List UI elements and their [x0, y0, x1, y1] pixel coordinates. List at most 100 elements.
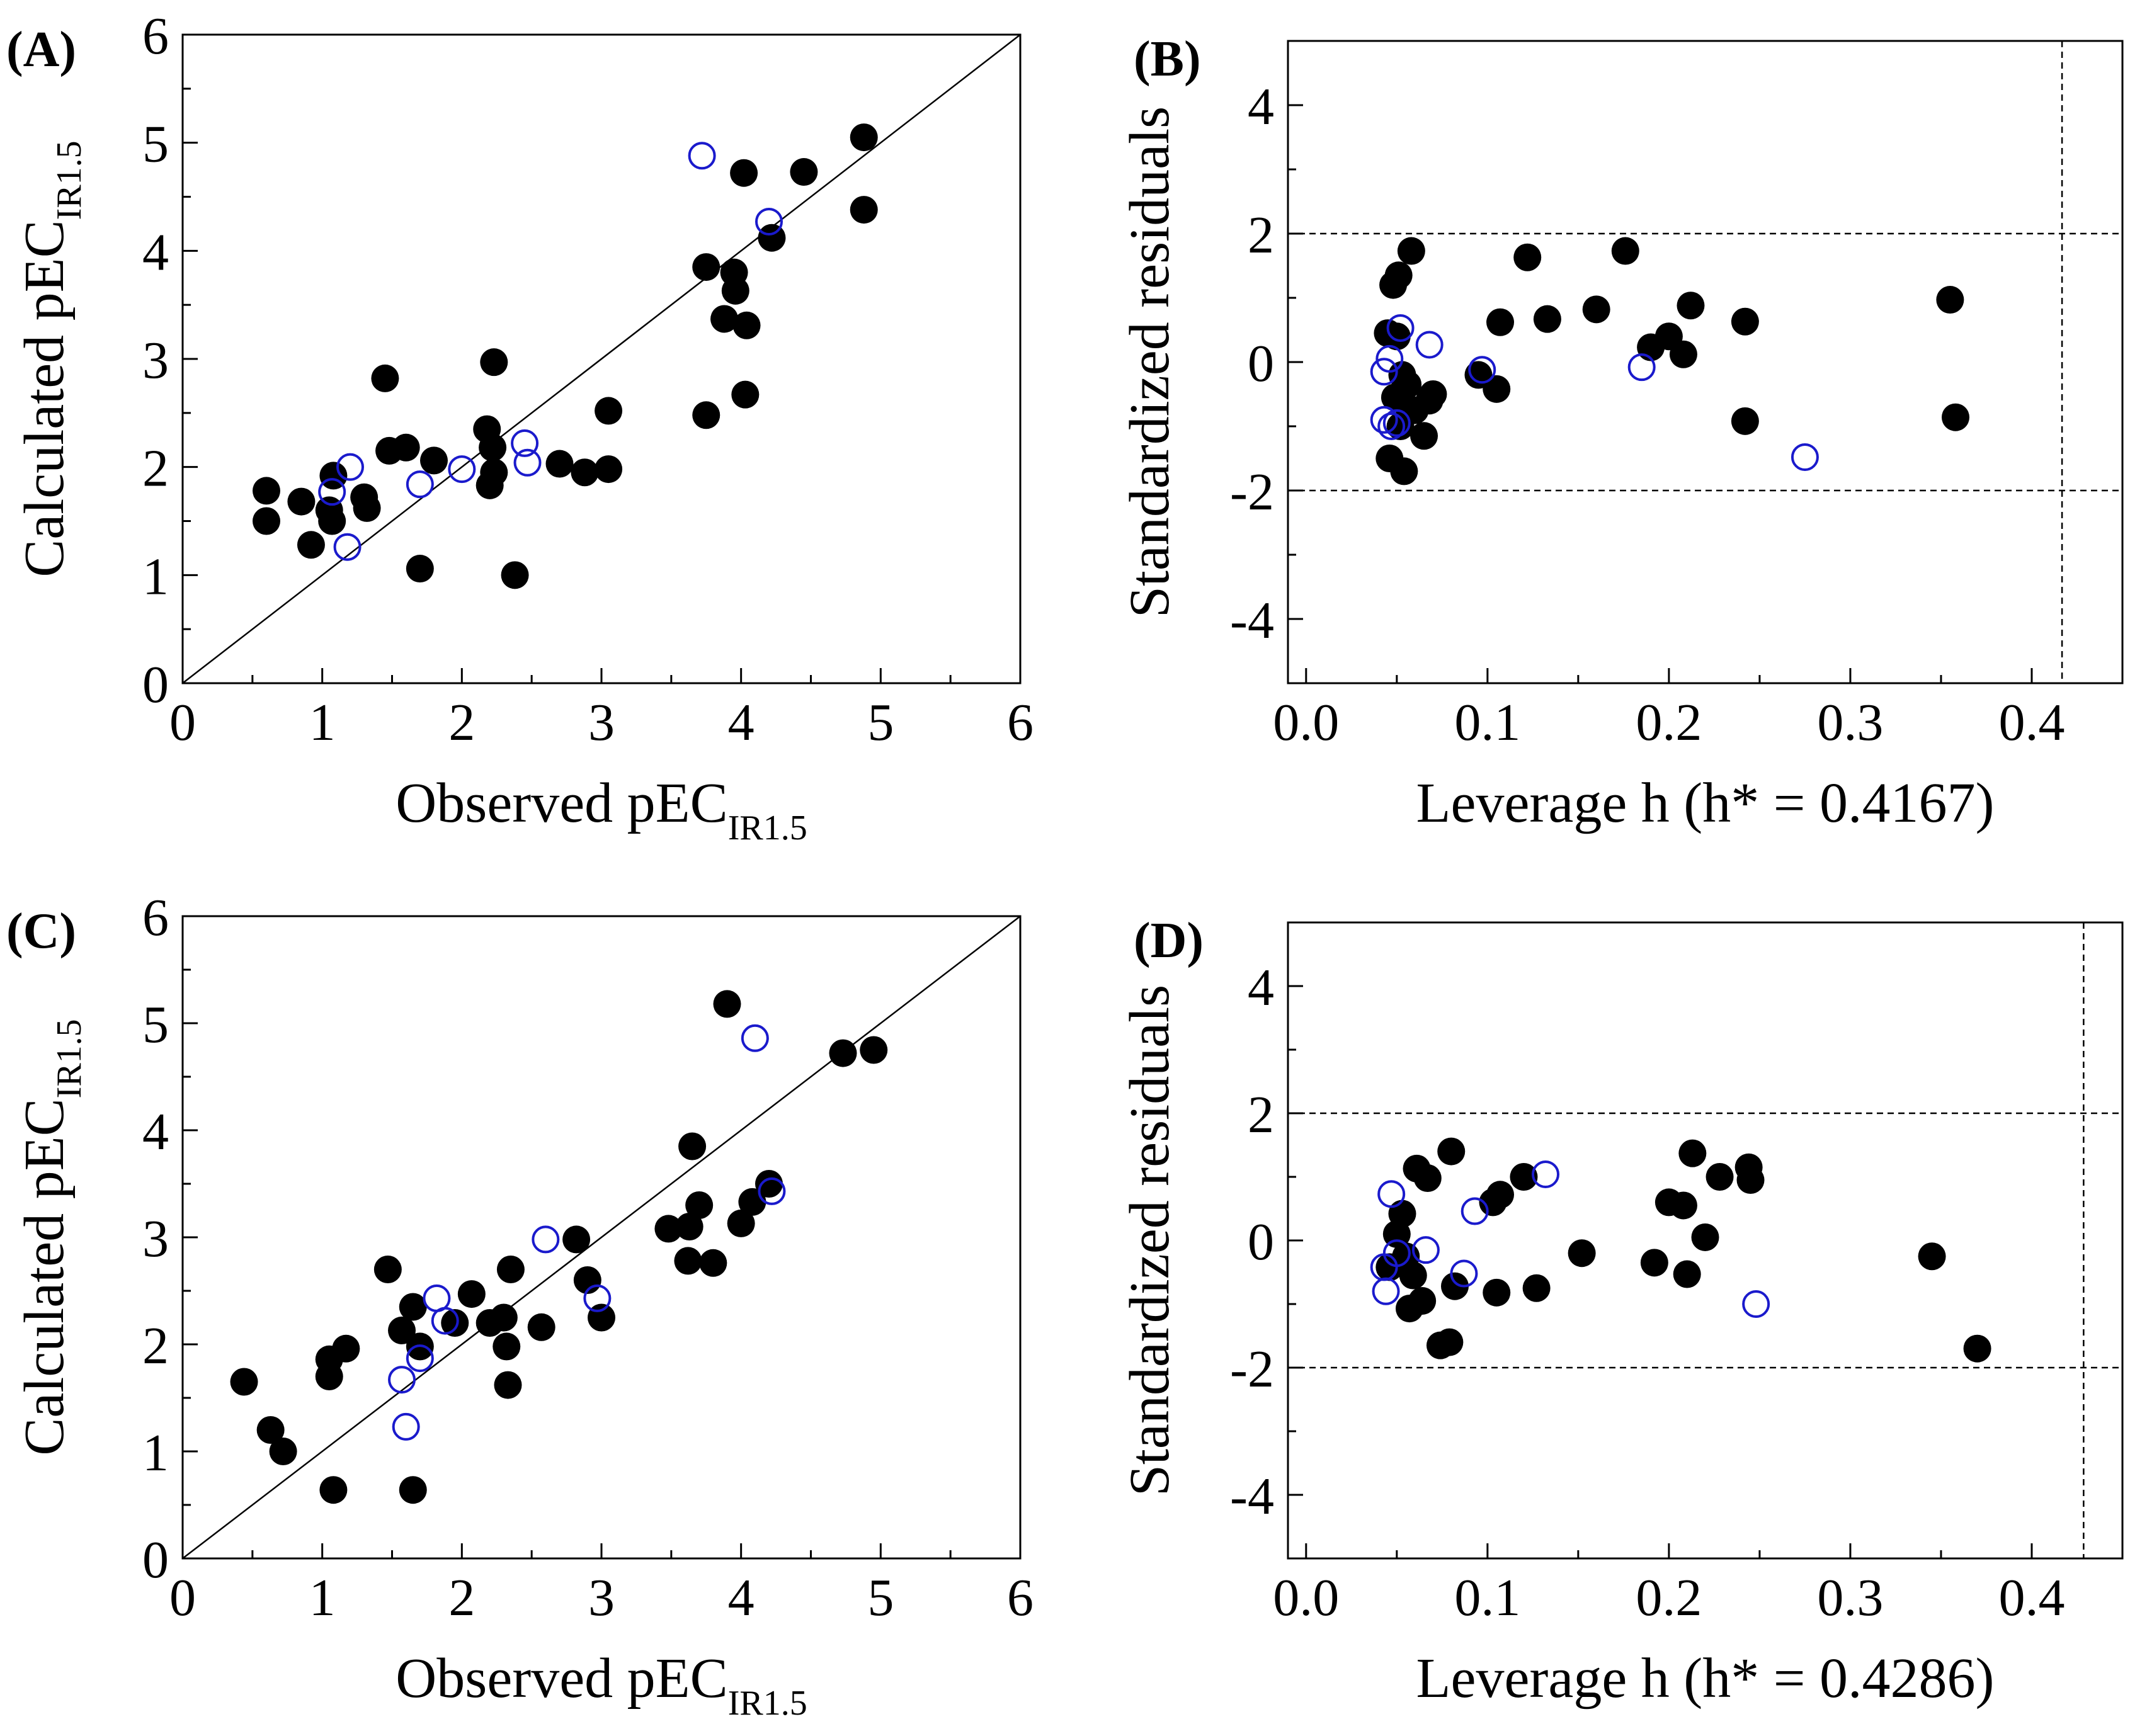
training-point [399, 1476, 427, 1504]
training-point [480, 458, 508, 487]
training-point [685, 1191, 714, 1219]
y-tick-label: 2 [1248, 206, 1274, 264]
training-point [489, 1303, 518, 1332]
training-point [1384, 261, 1413, 290]
training-point [494, 1371, 522, 1399]
y-axis-title-subscript: IR1.5 [50, 1019, 89, 1098]
x-tick-label: 0.0 [1273, 1569, 1339, 1627]
training-point [1410, 422, 1438, 450]
training-point [850, 123, 878, 152]
test-point [1742, 1290, 1770, 1318]
training-point [1669, 1191, 1697, 1220]
y-tick-label: 4 [142, 1103, 169, 1161]
x-tick-label: 0.1 [1454, 693, 1520, 752]
x-axis-title-main: Observed pEC [396, 1647, 727, 1710]
test-point [431, 1307, 459, 1335]
training-point [399, 1293, 427, 1321]
panel-B: 0.0 0.1 0.2 0.3 0.4 -4 -2 0 2 4 Leverage h (h* = 0… [1119, 31, 2124, 834]
x-tick-label: 2 [448, 1569, 475, 1627]
test-point [511, 429, 539, 457]
test-point [688, 142, 716, 170]
y-tick-label: 0 [1248, 1213, 1274, 1271]
training-point [496, 1256, 525, 1283]
training-point [269, 1438, 297, 1465]
training-point [1731, 307, 1759, 336]
y-tick-label: 1 [142, 1424, 169, 1482]
test-point [755, 207, 783, 235]
y-tick-label: 4 [1248, 77, 1274, 136]
training-point [253, 477, 280, 505]
x-tick-label: 5 [867, 693, 894, 752]
y-tick-label: -4 [1230, 591, 1274, 650]
training-point [692, 253, 720, 281]
training-point [318, 507, 346, 535]
training-point [732, 311, 761, 339]
y-tick-label: 2 [1248, 1086, 1274, 1144]
training-point [1611, 237, 1639, 265]
y-tick-label: -2 [1230, 1340, 1274, 1398]
training-point [371, 364, 399, 392]
training-point [588, 1303, 615, 1332]
training-point [595, 455, 623, 484]
training-point [699, 1249, 727, 1277]
training-point [562, 1225, 591, 1254]
test-point [1468, 356, 1496, 384]
x-tick-label: 1 [309, 693, 336, 752]
test-point [758, 1177, 786, 1205]
training-point [1582, 295, 1610, 324]
x-tick-label: 0.2 [1636, 693, 1702, 752]
training-point [319, 1476, 348, 1504]
training-point [230, 1368, 258, 1396]
test-point [1461, 1197, 1489, 1225]
y-axis-title: Standardized residuals [1119, 985, 1181, 1496]
panel-label: (D) [1134, 913, 1204, 968]
y-axis-title-main: Calculated pEC [13, 1098, 76, 1455]
y-tick-label: 2 [142, 440, 169, 498]
training-point [675, 1213, 703, 1240]
training-point [493, 1332, 521, 1361]
x-tick-label: 3 [588, 693, 615, 752]
training-point [406, 555, 434, 583]
test-point [741, 1024, 769, 1052]
training-point [595, 397, 623, 425]
x-tick-label: 0.4 [1998, 1569, 2065, 1627]
y-axis-title: Calculated pECIR1.5 [13, 140, 89, 577]
y-tick-label: 4 [142, 223, 169, 281]
training-point [353, 494, 381, 522]
training-point [1533, 305, 1561, 333]
training-point [1435, 1328, 1464, 1356]
x-axis-title-main: Leverage h (h* = 0.4286) [1416, 1647, 1995, 1710]
test-point [1415, 331, 1444, 359]
test-point [583, 1284, 612, 1312]
plot-frame [1287, 40, 2124, 684]
y-tick-label: -2 [1230, 463, 1274, 521]
test-point [1377, 1180, 1406, 1208]
test-point [1377, 412, 1406, 440]
y-tick-label: 0 [1248, 334, 1274, 393]
training-point [545, 450, 574, 478]
training-point [1706, 1163, 1734, 1191]
y-tick-label: -4 [1230, 1467, 1274, 1526]
test-point [1411, 1236, 1440, 1264]
training-point [1963, 1334, 1991, 1363]
test-point [406, 470, 434, 499]
training-point [373, 1256, 402, 1283]
y-tick-label: 1 [142, 547, 169, 606]
y-tick-label: 0 [142, 1531, 169, 1589]
training-point [1437, 1137, 1466, 1166]
training-point [315, 1363, 343, 1390]
test-point [318, 478, 346, 506]
training-point [1483, 1278, 1511, 1307]
training-point [479, 433, 507, 462]
training-point [1399, 1261, 1427, 1290]
training-point [1394, 370, 1422, 399]
y-tick-label: 6 [142, 7, 169, 65]
y-tick-label: 3 [142, 1210, 169, 1268]
training-point [287, 487, 316, 516]
training-point [571, 458, 599, 487]
training-point [1408, 1286, 1437, 1315]
training-point [1486, 308, 1515, 336]
x-axis-title: Leverage h (h* = 0.4286) [1416, 1647, 1995, 1710]
training-point [692, 401, 720, 429]
